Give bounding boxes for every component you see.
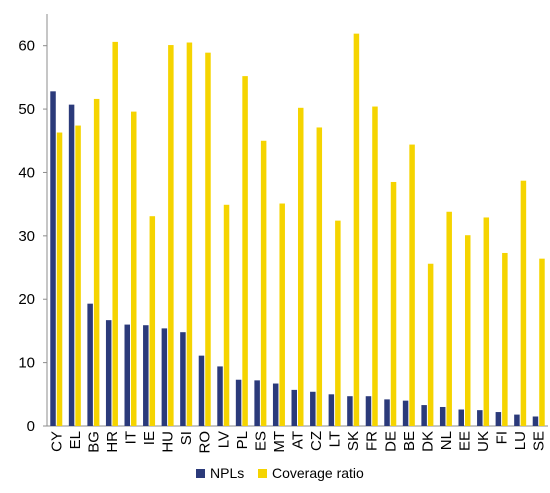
bar-coverage-ratio bbox=[93, 98, 100, 426]
bar-coverage-ratio bbox=[335, 220, 341, 426]
legend: NPLs Coverage ratio bbox=[196, 465, 364, 481]
y-tick-label: 0 bbox=[27, 418, 35, 435]
x-tick-label: IE bbox=[141, 431, 158, 445]
x-tick-label: ES bbox=[252, 431, 269, 451]
y-tick-label: 20 bbox=[18, 291, 35, 308]
bar-coverage-ratio bbox=[205, 52, 211, 427]
x-tick-label: LT bbox=[327, 431, 344, 447]
bar-npls bbox=[235, 379, 242, 426]
legend-label: NPLs bbox=[210, 465, 244, 481]
x-tick-label: SI bbox=[178, 431, 195, 445]
x-tick-label: EE bbox=[457, 431, 474, 451]
bar-npls bbox=[254, 380, 260, 426]
x-tick-label: LU bbox=[512, 431, 529, 450]
bar-npls bbox=[402, 400, 409, 426]
bar-coverage-ratio bbox=[446, 211, 452, 426]
x-tick-label: AT bbox=[290, 431, 307, 449]
bar-npls bbox=[421, 405, 427, 426]
bar-npls bbox=[272, 383, 279, 426]
x-tick-label: LV bbox=[215, 431, 232, 448]
bar-coverage-ratio bbox=[223, 204, 230, 426]
x-tick-label: HR bbox=[104, 431, 121, 453]
bar-coverage-ratio bbox=[502, 252, 508, 426]
x-tick-label: FR bbox=[364, 431, 381, 451]
bar-coverage-ratio bbox=[131, 111, 137, 426]
bar-npls bbox=[495, 412, 502, 426]
y-tick-label: 10 bbox=[18, 355, 35, 372]
bar-npls bbox=[532, 416, 539, 426]
bar-npls bbox=[217, 366, 223, 426]
legend-swatch bbox=[196, 469, 205, 478]
x-tick-label: CY bbox=[48, 431, 65, 452]
bar-coverage-ratio bbox=[409, 144, 415, 426]
x-tick-label: SE bbox=[531, 431, 548, 451]
y-tick-label: 40 bbox=[18, 164, 35, 181]
bar-coverage-ratio bbox=[316, 127, 323, 426]
bar-coverage-ratio bbox=[353, 33, 360, 426]
bar-npls bbox=[180, 332, 186, 426]
y-tick-label: 30 bbox=[18, 228, 35, 245]
x-tick-label: NL bbox=[438, 431, 455, 450]
bar-coverage-ratio bbox=[483, 217, 490, 426]
bar-npls bbox=[161, 328, 168, 426]
bar-coverage-ratio bbox=[260, 140, 267, 426]
bar-npls bbox=[477, 410, 483, 426]
y-tick-label: 60 bbox=[18, 38, 35, 55]
bar-coverage-ratio bbox=[520, 180, 527, 426]
bar-npls bbox=[143, 325, 149, 426]
x-tick-label: SK bbox=[345, 431, 362, 451]
legend-swatch bbox=[258, 469, 267, 478]
bar-coverage-ratio bbox=[112, 41, 118, 427]
x-tick-label: RO bbox=[197, 431, 214, 454]
x-tick-label: IT bbox=[123, 431, 140, 444]
bar-npls bbox=[347, 396, 353, 426]
x-tick-label: BG bbox=[85, 431, 102, 453]
bar-npls bbox=[365, 396, 372, 426]
bar-npls bbox=[310, 391, 316, 426]
bar-coverage-ratio bbox=[75, 125, 81, 427]
bar-coverage-ratio bbox=[539, 258, 545, 426]
bar-npls bbox=[124, 324, 130, 426]
x-tick-label: HU bbox=[160, 431, 177, 453]
x-tick-label: BE bbox=[401, 431, 418, 451]
x-tick-label: PL bbox=[234, 431, 251, 449]
bar-coverage-ratio bbox=[56, 132, 63, 426]
bars bbox=[50, 33, 545, 427]
y-tick-label: 50 bbox=[18, 101, 35, 118]
axes bbox=[43, 14, 548, 427]
x-tick-label: EL bbox=[67, 431, 84, 449]
bar-coverage-ratio bbox=[279, 203, 285, 426]
x-tick-label: DK bbox=[419, 431, 436, 452]
bar-npls bbox=[514, 414, 520, 426]
labels: 0 10 20 30 40 50 60 CY EL BG HR IT IE HU SI RO LV PL ES MT A… bbox=[18, 38, 547, 454]
bar-npls bbox=[87, 303, 93, 426]
legend-label: Coverage ratio bbox=[272, 465, 364, 481]
bar-npls bbox=[328, 394, 335, 426]
bar-npls bbox=[291, 389, 297, 426]
bar-npls bbox=[105, 320, 112, 426]
x-tick-label: UK bbox=[475, 431, 492, 452]
bar-coverage-ratio bbox=[149, 216, 156, 426]
bar-npls bbox=[198, 355, 205, 426]
x-tick-label: MT bbox=[271, 431, 288, 453]
bar-coverage-ratio bbox=[298, 107, 304, 426]
bar-coverage-ratio bbox=[186, 42, 193, 427]
x-tick-label: CZ bbox=[308, 431, 325, 451]
bar-coverage-ratio bbox=[465, 235, 471, 426]
x-tick-label: DE bbox=[382, 431, 399, 452]
bar-coverage-ratio bbox=[242, 76, 248, 427]
bar-npls bbox=[50, 91, 56, 427]
bar-coverage-ratio bbox=[168, 45, 174, 426]
bar-npls bbox=[458, 409, 464, 426]
bar-npls bbox=[384, 399, 390, 426]
bar-npls bbox=[439, 406, 446, 426]
bar-npls bbox=[68, 104, 75, 426]
bar-coverage-ratio bbox=[390, 181, 397, 426]
bar-coverage-ratio bbox=[427, 263, 434, 426]
x-tick-label: FI bbox=[494, 431, 511, 444]
bar-coverage-ratio bbox=[372, 106, 378, 427]
